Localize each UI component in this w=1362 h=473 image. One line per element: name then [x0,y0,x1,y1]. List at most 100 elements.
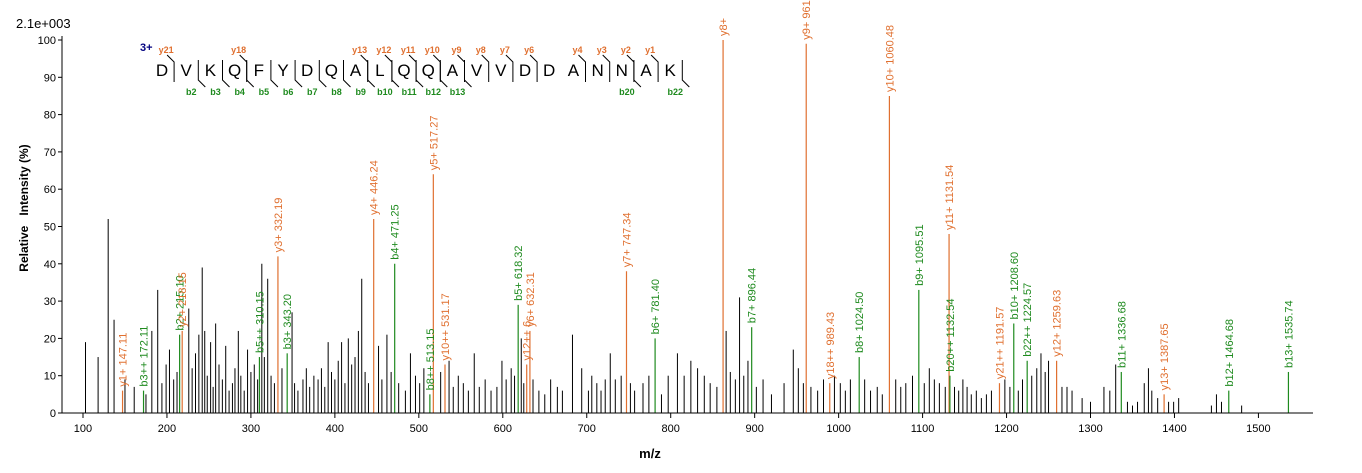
peak-label: y1+ 147.11 [118,333,130,387]
peak-label: y13+ 1387.65 [1159,323,1171,390]
y-fragment-label: y1 [645,45,655,55]
b-fragment-label: b2 [186,87,197,97]
y-tick-label: 100 [38,35,56,47]
y-tick-label: 0 [50,408,56,420]
peak-label: b5+ 618.32 [513,245,525,300]
y-fragment-bracket [602,54,611,82]
y-fragment-label: y2 [621,45,631,55]
residue-letter: L [375,61,384,80]
y-fragment-label: y18 [231,45,246,55]
peak-label: b3++ 172.11 [139,326,151,387]
b-fragment-bracket [197,60,206,88]
b-fragment-label: b8 [331,87,342,97]
y-fragment-label: y10 [425,45,440,55]
peak-label: y3+ 332.19 [273,198,285,253]
peak-label: b22++ 1224.57 [1022,283,1034,357]
b-fragment-label: b6 [283,87,294,97]
residue-letter: A [350,61,362,80]
residue-letter: Q [325,61,338,80]
x-tick-label: 500 [410,423,428,435]
axes: 0 10 20 30 40 50 60 70 80 90 100 100 200 300 400 500 600… [38,35,1313,435]
y-fragment-bracket [650,54,659,82]
y-fragment-label: y6 [524,45,534,55]
peak-label: y8+ [718,18,730,36]
residue-letter: A [447,61,459,80]
peak-label: y6+ 632.31 [525,272,537,327]
peak-label: b13+ 1535.74 [1283,300,1295,368]
residue-letter: V [181,61,193,80]
x-tick-label: 400 [326,423,344,435]
peak-label: b5++ 310.15 [254,291,266,353]
b-fragment-label: b9 [355,87,366,97]
b-fragment-bracket [681,60,690,88]
y-fragment-label: y9 [451,45,461,55]
peak-label: b6+ 781.40 [650,279,662,334]
residue-letter: Q [228,61,241,80]
b-fragment-bracket [439,60,448,88]
y-tick-label: 30 [44,296,56,308]
x-tick-label: 800 [662,423,680,435]
peak-label: b4+ 471.25 [390,204,402,259]
x-tick-label: 900 [745,423,763,435]
b-fragment-label: b4 [234,87,245,97]
residue-letter: K [665,61,677,80]
y-fragment-bracket [166,54,175,82]
b-fragment-bracket [222,60,230,88]
x-axis-label: m/z [639,446,661,461]
peak-label: y11+ 1131.54 [944,165,956,230]
y-fragment-label: y12 [376,45,391,55]
x-tick-label: 300 [242,423,260,435]
peak-label: y12++ 6 [522,321,534,361]
x-tick-label: 1400 [1162,423,1186,435]
peak-label: b2+ 215.10 [175,275,187,330]
residue-letter: A [640,61,652,80]
y-tick-label: 50 [44,222,56,234]
y-axis-label: Relative Intensity (%) [17,144,31,271]
x-tick-label: 1100 [911,423,935,435]
residue-letter: D [543,61,555,80]
y-fragment-bracket [481,54,490,82]
b-fragment-label: b13 [450,87,466,97]
x-tick-label: 1500 [1246,423,1270,435]
y-fragment-label: y7 [500,45,510,55]
x-tick-label: 1300 [1078,423,1102,435]
y-fragment-bracket [384,54,393,82]
residue-letter: F [254,61,264,80]
b-fragment-label: b22 [668,87,684,97]
b-fragment-bracket [270,60,279,88]
peak-label: b8+ 1024.50 [854,292,866,353]
peak-label: y5+ 517.27 [428,116,440,171]
y-tick-label: 70 [44,147,56,159]
peak-label: y10+ 1060.48 [884,25,896,92]
peak-series [85,40,1290,413]
y-fragment-bracket [360,54,369,82]
peak-label: y18++ 989.43 [825,312,837,379]
y-tick-label: 60 [44,184,56,196]
y-tick-label: 40 [44,259,56,271]
b-fragment-bracket [318,60,327,88]
b-fragment-bracket [391,60,400,88]
residue-letter: N [616,61,628,80]
peak-label: y10++ 531.17 [440,293,452,360]
b-fragment-bracket [633,60,642,88]
residue-letter: V [471,61,483,80]
y-fragment-bracket [529,54,538,82]
y-fragment-label: y4 [572,45,582,55]
b-fragment-label: b12 [426,87,442,97]
x-tick-label: 600 [494,423,512,435]
y-fragment-label: y21 [159,45,174,55]
peak-label: y9+ 961.4 [801,0,813,40]
intensity-scale-label: 2.1e+003 [16,16,71,31]
y-tick-label: 20 [44,333,56,345]
peak-label: y21++ 1191.57 [994,307,1006,380]
y-fragment-label: y13 [352,45,367,55]
b-fragment-label: b10 [377,87,393,97]
b-fragment-bracket [246,60,255,88]
y-fragment-label: y11 [401,45,416,55]
b-fragment-bracket [415,60,424,88]
y-fragment-bracket [457,54,465,82]
peak-label: y4+ 446.24 [369,160,381,215]
peak-label: b20++ 1132.54 [945,298,957,371]
peak-label: y12+ 1259.63 [1052,290,1064,357]
